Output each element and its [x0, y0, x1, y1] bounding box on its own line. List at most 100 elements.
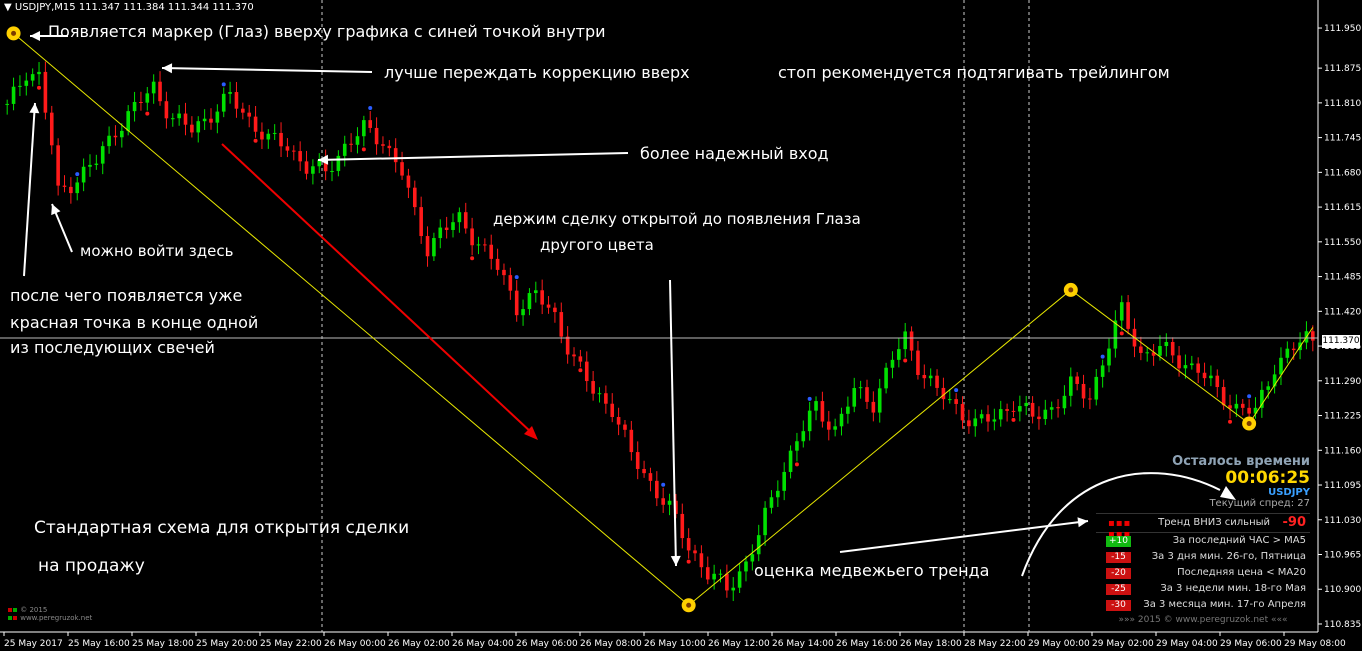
candle-body	[1196, 363, 1200, 373]
panel-symbol: USDJPY	[1268, 487, 1310, 498]
chart-grid	[0, 0, 1319, 633]
annotation-enter-here: можно войти здесь	[80, 242, 234, 260]
candle-body	[635, 452, 640, 469]
candle-body	[69, 186, 73, 194]
candle-body	[94, 163, 99, 165]
y-tick-label: 111.225	[1324, 412, 1361, 422]
arrow-to-correction	[161, 67, 373, 73]
candle-body	[788, 450, 793, 472]
y-tick-label: 111.875	[1324, 64, 1361, 74]
candle-body	[947, 399, 952, 401]
annotation-after-line3: из последующих свечей	[10, 338, 215, 357]
candle-body	[578, 356, 583, 362]
x-tick-label: 29 May 04:00	[1156, 639, 1218, 649]
candle-body	[903, 331, 908, 350]
x-tick-label: 26 May 00:00	[324, 639, 386, 649]
arrow-to-panel-trend-head	[1077, 517, 1088, 528]
candle-body	[145, 93, 150, 103]
candle-body	[196, 121, 201, 133]
candle-body	[260, 131, 264, 140]
candle-body	[470, 228, 474, 246]
candle-body	[432, 238, 436, 257]
x-tick-label: 29 May 02:00	[1092, 639, 1154, 649]
candle-body	[884, 367, 888, 389]
arrow-to-panel-trend	[839, 520, 1089, 553]
signal-dot-blue	[807, 396, 812, 401]
candle-body	[381, 144, 385, 146]
candle-body	[629, 429, 634, 453]
y-tick-label: 111.950	[1324, 24, 1361, 34]
candle-body	[1158, 346, 1162, 356]
candle-body	[88, 164, 92, 167]
signal-dot-red	[686, 559, 691, 564]
annotation-standard-line2: на продажу	[38, 556, 145, 576]
candle-body	[839, 413, 844, 427]
candle-body	[1107, 348, 1111, 366]
candle-body	[30, 74, 35, 81]
factor-badge: -20	[1106, 568, 1131, 579]
candle-body	[795, 441, 799, 451]
candle-body	[1285, 348, 1290, 358]
signal-dot-blue	[221, 82, 226, 87]
candle-body	[1215, 375, 1220, 388]
candle-body	[1253, 407, 1258, 414]
current-spread: Текущий спред: 27	[1209, 498, 1310, 509]
x-tick-label: 25 May 18:00	[132, 639, 194, 649]
signal-dot-red	[470, 256, 475, 261]
signal-dot-blue	[368, 106, 373, 111]
signal-dot-blue	[75, 172, 80, 177]
candle-body	[1247, 407, 1251, 414]
candle-body	[705, 567, 710, 580]
candle-body	[750, 554, 755, 562]
factor-text: За 3 дня мин. 26-го, Пятница	[1151, 551, 1306, 562]
symbol-line: USDJPY,M15 111.347 111.384 111.344 111.3…	[14, 2, 254, 13]
candle-body	[693, 550, 697, 554]
candle-body	[737, 571, 742, 588]
candle-body	[1062, 395, 1067, 409]
annotation-standard-line1: Стандартная схема для открытия сделки	[34, 518, 410, 538]
candle-body	[712, 573, 716, 580]
candle-body	[928, 375, 933, 379]
candle-body	[247, 112, 252, 117]
candle-body	[941, 387, 946, 400]
candle-body	[744, 561, 748, 572]
candle-body	[1164, 342, 1169, 347]
candle-body	[1240, 403, 1245, 408]
candle-body	[890, 359, 895, 368]
y-tick-label: 110.965	[1324, 551, 1361, 561]
candle-body	[56, 145, 60, 186]
trend-value: -90	[1282, 515, 1307, 530]
candle-body	[266, 133, 271, 140]
signal-dot-red	[37, 85, 42, 90]
logo-square-icon	[8, 608, 12, 612]
candle-body	[508, 275, 513, 291]
candle-body	[1018, 406, 1022, 412]
candle-body	[400, 162, 404, 176]
candle-body	[1139, 346, 1143, 353]
candle-body	[935, 375, 939, 388]
candle-body	[1266, 386, 1271, 390]
x-tick-label: 29 May 08:00	[1284, 639, 1346, 649]
x-tick-label: 28 May 22:00	[964, 639, 1026, 649]
candle-body	[285, 146, 290, 151]
signal-dot-blue	[1100, 354, 1105, 359]
eye-pupil-icon	[1068, 287, 1074, 293]
candle-body	[667, 500, 672, 505]
factor-badge: -15	[1106, 552, 1131, 563]
candle-body	[1311, 331, 1315, 341]
candle-body	[998, 409, 1003, 420]
candle-body	[826, 421, 831, 430]
arrow-to-marker-head	[30, 31, 40, 41]
logo-square-icon	[13, 616, 17, 620]
x-tick-label: 25 May 20:00	[196, 639, 258, 649]
candle-body	[954, 399, 958, 404]
candle-body	[597, 393, 602, 395]
y-tick-label: 110.900	[1324, 585, 1361, 595]
remaining-time-label: Осталось времени	[1172, 454, 1310, 469]
candle-body	[642, 468, 646, 474]
candle-body	[1190, 363, 1194, 366]
candle-body	[49, 112, 54, 146]
candle-body	[438, 227, 443, 239]
curved-arrow-head	[1220, 486, 1236, 500]
